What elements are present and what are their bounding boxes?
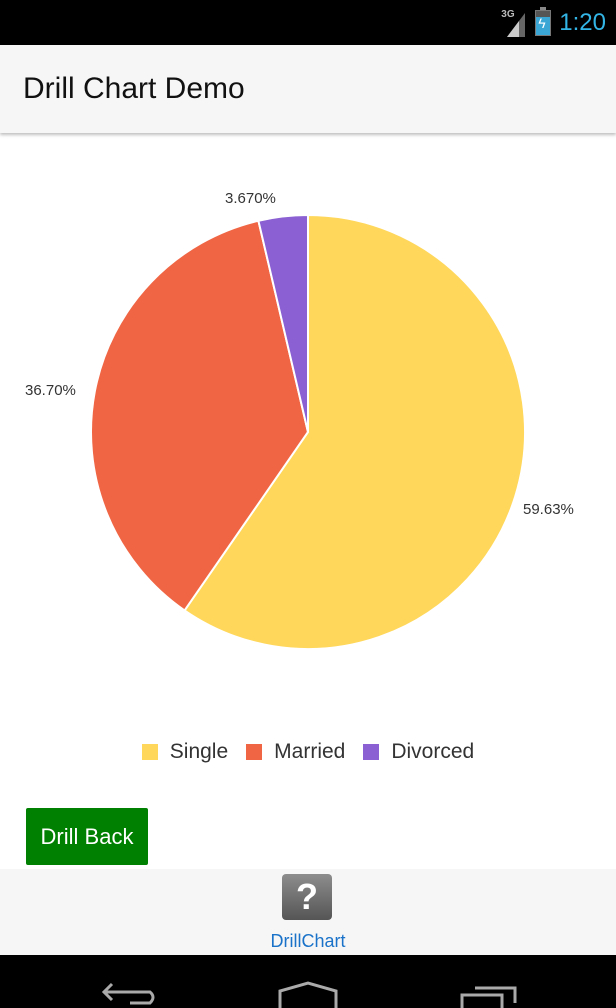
signal-icon: 3G	[501, 9, 527, 37]
legend-item-divorced[interactable]: Divorced	[363, 740, 474, 764]
status-bar: 3G ϟ 1:20	[0, 0, 616, 45]
battery-icon: ϟ	[535, 7, 552, 36]
page-title: Drill Chart Demo	[23, 72, 245, 105]
drill-back-button[interactable]: Drill Back	[26, 808, 148, 865]
back-icon[interactable]	[101, 982, 155, 1005]
label-single: 59.63%	[523, 501, 574, 518]
legend-item-single[interactable]: Single	[141, 740, 228, 764]
app-bar: Drill Chart Demo	[0, 45, 616, 133]
pie-chart: 59.63% 36.70% 3.670%	[0, 140, 616, 790]
tab-drillchart[interactable]: DrillChart	[270, 931, 346, 951]
bottom-tab-bar: ? DrillChart	[0, 869, 616, 955]
clock: 1:20	[559, 9, 606, 36]
swatch-married	[246, 744, 263, 760]
home-icon[interactable]	[278, 981, 338, 1008]
label-divorced: 3.670%	[225, 190, 276, 207]
chart-legend: Single Married Divorced	[0, 740, 616, 764]
legend-item-married[interactable]: Married	[246, 740, 345, 764]
pie-slice-single[interactable]	[183, 213, 526, 650]
pie-slice-married[interactable]	[90, 219, 310, 612]
network-type: 3G	[501, 9, 515, 20]
nav-bar	[0, 955, 616, 1008]
help-icon[interactable]: ?	[282, 874, 332, 920]
pie-slice-divorced[interactable]	[257, 213, 309, 433]
label-married: 36.70%	[25, 382, 76, 399]
swatch-divorced	[363, 744, 380, 760]
swatch-single	[141, 744, 158, 760]
recents-icon[interactable]	[460, 986, 517, 1008]
